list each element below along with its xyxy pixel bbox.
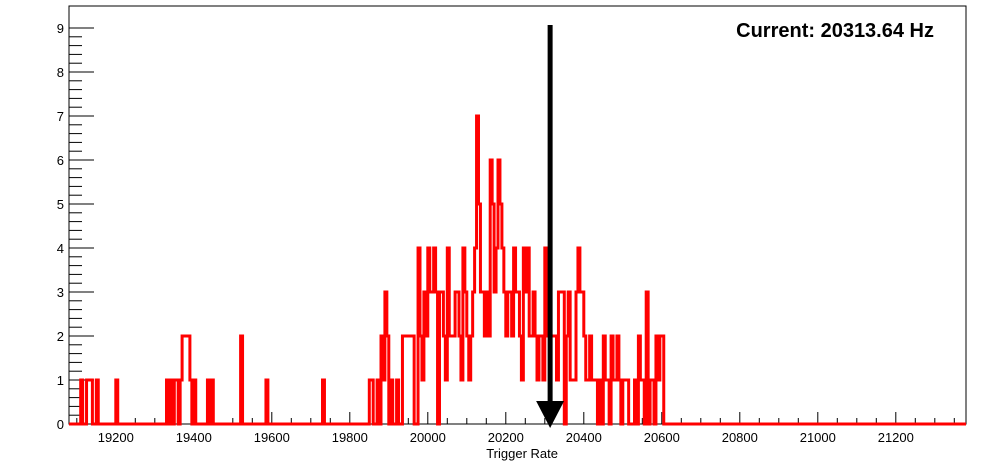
y-tick-label: 4 xyxy=(57,241,64,256)
y-tick-label: 9 xyxy=(57,21,64,36)
x-tick-label: 19800 xyxy=(332,430,368,445)
y-tick-label: 8 xyxy=(57,65,64,80)
x-axis-title: Trigger Rate xyxy=(486,446,558,461)
y-tick-label: 1 xyxy=(57,373,64,388)
x-axis: 19200 19400 19600 19800 20000 20200 20400 20600… xyxy=(76,412,955,445)
x-tick-label: 20400 xyxy=(566,430,602,445)
x-tick-label: 19200 xyxy=(98,430,134,445)
x-tick-label: 20000 xyxy=(410,430,446,445)
y-tick-label: 7 xyxy=(57,109,64,124)
x-tick-label: 20800 xyxy=(722,430,758,445)
y-tick-label: 5 xyxy=(57,197,64,212)
x-tick-label: 20200 xyxy=(488,430,524,445)
x-tick-label: 21200 xyxy=(878,430,914,445)
x-tick-label: 21000 xyxy=(800,430,836,445)
current-rate-marker xyxy=(536,25,565,428)
y-tick-label: 6 xyxy=(57,153,64,168)
current-rate-label: Current: 20313.64 Hz xyxy=(736,20,934,42)
x-tick-label: 19600 xyxy=(254,430,290,445)
y-tick-label: 0 xyxy=(57,417,64,432)
y-tick-label: 2 xyxy=(57,329,64,344)
y-axis: 0 1 2 3 4 5 6 7 8 9 xyxy=(57,21,94,432)
histogram-series-line xyxy=(69,114,966,426)
marker-arrow-head xyxy=(536,401,565,428)
x-tick-label: 20600 xyxy=(644,430,680,445)
x-tick-label: 19400 xyxy=(176,430,212,445)
y-tick-label: 3 xyxy=(57,285,64,300)
plot-frame xyxy=(68,5,967,425)
